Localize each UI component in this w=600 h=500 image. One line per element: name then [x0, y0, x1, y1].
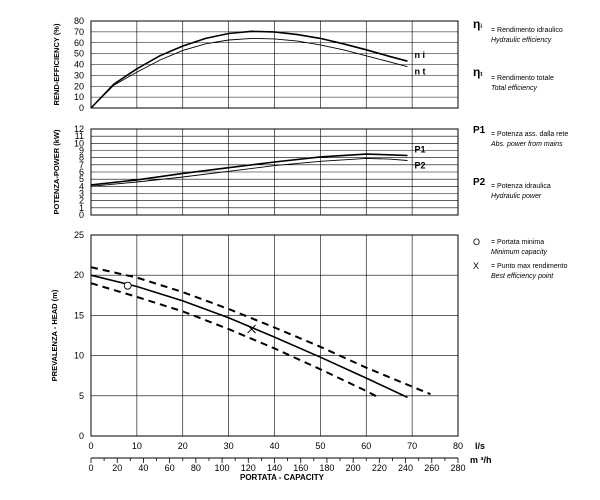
- x-tick-m3h-120: 120: [241, 463, 256, 473]
- panel-3-ytick-10: 10: [74, 351, 84, 361]
- panel-2-ytick-7: 7: [79, 160, 84, 170]
- legend-p2-label: = Potenza idraulica: [491, 183, 551, 190]
- panel-3-ytick-15: 15: [74, 310, 84, 320]
- x-tick-m3h-60: 60: [165, 463, 175, 473]
- panel-2-ytick-6: 6: [79, 167, 84, 177]
- x-tick-m3h-160: 160: [293, 463, 308, 473]
- panel-1-ytick-0: 0: [79, 103, 84, 113]
- legend-eta-i-symbol: ηi: [473, 17, 483, 31]
- panel-1-ytick-70: 70: [74, 27, 84, 37]
- legend-p1-symbol: P1: [473, 125, 486, 136]
- x-tick-m3h-40: 40: [138, 463, 148, 473]
- legend-eta-t-label-en: Total efficiency: [491, 84, 538, 92]
- panel-1-y-axis-label: REND-EFFICIENCY (%): [52, 23, 61, 105]
- legend-cross-label-en: Best efficiency point: [491, 272, 554, 280]
- panel-1-ytick-10: 10: [74, 92, 84, 102]
- panel-3-series-head-upper: [90, 266, 431, 396]
- legend-eta-t-label: = Rendimento totale: [491, 75, 554, 82]
- x-tick-m3h-0: 0: [88, 463, 93, 473]
- panel-2-ytick-2: 2: [79, 196, 84, 206]
- legend-eta-i-label: = Rendimento idraulico: [491, 27, 563, 34]
- x-tick-m3h-100: 100: [215, 463, 230, 473]
- panel-3-ytick-25: 25: [74, 230, 84, 240]
- panel-1-series-label-1: n i: [415, 50, 426, 60]
- portata-minima-marker: [123, 281, 132, 290]
- panel-3-ytick-0: 0: [79, 431, 84, 441]
- x-tick-ls-30: 30: [224, 441, 234, 451]
- x-unit-ls: l/s: [475, 441, 485, 451]
- panel-1-series-η-i: [90, 30, 408, 109]
- cross-marker-icon: X: [473, 261, 480, 271]
- panel-2-ytick-3: 3: [79, 189, 84, 199]
- legend-cross-label: = Punto max rendimento: [491, 263, 568, 270]
- x-tick-m3h-80: 80: [191, 463, 201, 473]
- panel-2-frame: [90, 128, 459, 216]
- circle-marker-icon: O: [473, 237, 481, 247]
- panel-3-ytick-5: 5: [79, 391, 84, 401]
- x-axis-label: PORTATA - CAPACITY: [240, 473, 325, 482]
- x-tick-m3h-240: 240: [398, 463, 413, 473]
- x-tick-ls-70: 70: [407, 441, 417, 451]
- punto-max-rendimento-marker: [247, 324, 256, 334]
- panel-2-ytick-1: 1: [79, 203, 84, 213]
- panel-2-ytick-10: 10: [74, 138, 84, 148]
- legend-p1-label-en: Abs. power from mains: [491, 140, 563, 148]
- x-tick-m3h-180: 180: [319, 463, 334, 473]
- panel-3-frame: [90, 234, 459, 437]
- panel-1-ytick-40: 40: [74, 60, 84, 70]
- panel-1-ytick-50: 50: [74, 49, 84, 59]
- x-tick-m3h-140: 140: [267, 463, 282, 473]
- legend-circle-label: = Portata minima: [491, 239, 545, 246]
- x-tick-ls-80: 80: [453, 441, 463, 451]
- panel-2-ytick-12: 12: [74, 124, 84, 134]
- x-tick-ls-60: 60: [361, 441, 371, 451]
- x-tick-m3h-280: 280: [450, 463, 465, 473]
- panel-1-ytick-60: 60: [74, 38, 84, 48]
- panel-1-ytick-30: 30: [74, 70, 84, 80]
- x-tick-ls-10: 10: [132, 441, 142, 451]
- legend-p1-label: = Potenza ass. dalla rete: [491, 131, 569, 138]
- x-tick-m3h-200: 200: [346, 463, 361, 473]
- x-tick-ls-50: 50: [315, 441, 325, 451]
- panel-2-ytick-0: 0: [79, 210, 84, 220]
- panel-1-frame: [90, 20, 459, 109]
- panel-2-ytick-5: 5: [79, 174, 84, 184]
- panel-2-series-p2: [90, 157, 408, 187]
- panel-2-series-label-2: P2: [415, 161, 426, 171]
- x-tick-m3h-260: 260: [424, 463, 439, 473]
- legend-p2-label-en: Hydraulic power: [491, 192, 542, 200]
- panel-3-series-head: [90, 274, 408, 399]
- x-tick-ls-40: 40: [269, 441, 279, 451]
- panel-3-ytick-20: 20: [74, 270, 84, 280]
- panel-1-ytick-20: 20: [74, 81, 84, 91]
- panel-3-y-axis-label: PREVALENZA - HEAD (m): [50, 289, 59, 381]
- panel-2-ytick-11: 11: [75, 131, 84, 141]
- panel-3-series-head-lower: [90, 282, 381, 400]
- x-tick-ls-0: 0: [88, 441, 93, 451]
- panel-2-y-axis-label: POTENZA-POWER (kW): [52, 129, 61, 214]
- panel-2-series-p1: [90, 153, 408, 186]
- legend-eta-t-symbol: ηt: [473, 65, 483, 79]
- legend-circle-label-en: Minimum capacity: [491, 248, 548, 256]
- x-unit-m3h: m ³/h: [470, 455, 492, 465]
- panel-2-series-label-1: P1: [415, 145, 426, 155]
- panel-1-series-η-t: [90, 37, 408, 109]
- legend-eta-i-label-en: Hydraulic efficiency: [491, 36, 552, 44]
- panel-1-ytick-80: 80: [74, 16, 84, 26]
- x-tick-ls-20: 20: [178, 441, 188, 451]
- x-tick-m3h-220: 220: [372, 463, 387, 473]
- x-tick-m3h-20: 20: [112, 463, 122, 473]
- panel-2-ytick-8: 8: [79, 153, 84, 163]
- legend-p2-symbol: P2: [473, 177, 486, 188]
- panel-2-ytick-4: 4: [79, 181, 84, 191]
- panel-2-ytick-9: 9: [79, 146, 84, 156]
- panel-1-series-label-2: n t: [415, 67, 426, 77]
